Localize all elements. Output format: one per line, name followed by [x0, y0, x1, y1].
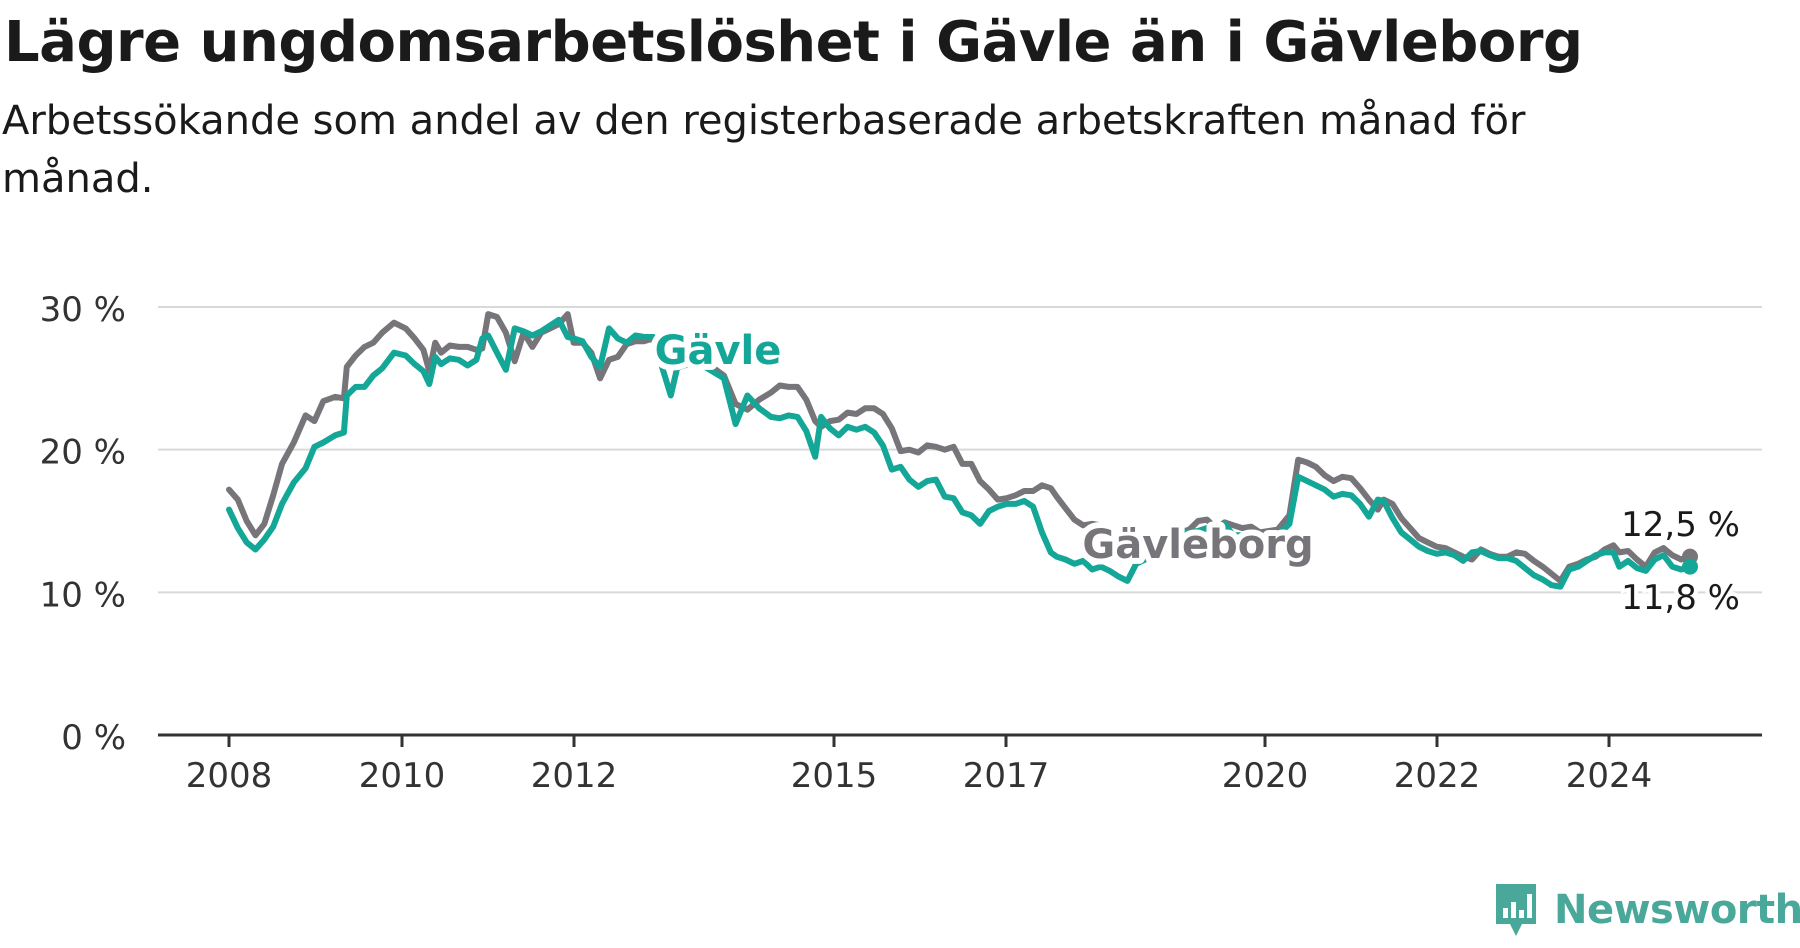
- x-tick-label: 2022: [1394, 756, 1481, 796]
- series-line-g-vleborg: [226, 311, 1693, 584]
- series-label-g-vleborg: Gävleborg: [1082, 522, 1313, 568]
- series-line-g-vle: [226, 316, 1693, 590]
- chart-title: Lägre ungdomsarbetslöshet i Gävle än i G…: [4, 10, 1583, 75]
- chart-subtitle: Arbetssökande som andel av den registerb…: [2, 98, 1526, 202]
- series-label-g-vle: Gävle: [655, 328, 782, 374]
- end-value-label: 12,5 %: [1621, 505, 1740, 545]
- x-tick-label: 2020: [1222, 756, 1309, 796]
- x-tick-label: 2008: [186, 756, 273, 796]
- x-tick-label: 2017: [963, 756, 1050, 796]
- end-point-g-vle: [1682, 558, 1698, 575]
- y-tick-label: 0 %: [61, 718, 126, 758]
- x-tick-label: 2015: [791, 756, 878, 796]
- y-tick-label: 20 %: [40, 433, 126, 473]
- x-tick-label: 2010: [359, 756, 446, 796]
- brand: Newsworthy: [1492, 880, 1800, 940]
- brand-name: Newsworthy: [1554, 887, 1800, 933]
- newsworthy-logo-icon: [1496, 884, 1536, 936]
- x-tick-label: 2024: [1566, 756, 1653, 796]
- x-tick-label: 2012: [531, 756, 618, 796]
- y-tick-label: 30 %: [40, 290, 126, 330]
- y-tick-label: 10 %: [40, 575, 126, 615]
- end-value-label: 11,8 %: [1621, 578, 1740, 618]
